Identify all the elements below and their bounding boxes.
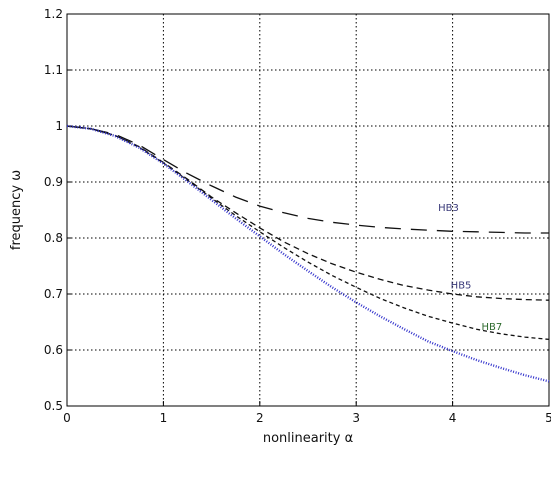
series-label-hb7: HB7 — [482, 322, 503, 333]
y-tick-label: 1.2 — [44, 7, 63, 21]
x-tick-label: 5 — [545, 411, 551, 425]
series-line-hb3 — [66, 125, 549, 234]
plot-frame — [66, 13, 550, 407]
x-tick-label: 4 — [449, 411, 457, 425]
series-labels: HB3 HB5 HB7 — [438, 203, 502, 333]
series-line-exact — [66, 124, 550, 383]
y-tick-label: 1.1 — [44, 63, 63, 77]
tick-marks — [66, 13, 550, 407]
series-lines — [66, 124, 550, 383]
y-tick-label: 0.5 — [44, 399, 63, 413]
y-tick-labels: 0.5 0.6 0.7 0.8 0.9 1 1.1 1.2 — [44, 7, 63, 413]
series-line-hb5 — [66, 125, 550, 301]
y-tick-label: 0.6 — [44, 343, 63, 357]
y-tick-label: 0.9 — [44, 175, 63, 189]
grid — [67, 14, 549, 406]
y-axis-label: frequency ω — [9, 170, 24, 250]
series-line-hb7 — [66, 125, 550, 341]
x-tick-label: 1 — [160, 411, 168, 425]
y-tick-label: 0.7 — [44, 287, 63, 301]
y-tick-label: 0.8 — [44, 231, 63, 245]
series-label-hb5: HB5 — [451, 280, 472, 291]
x-axis-label: nonlinearity α — [263, 431, 353, 446]
x-tick-label: 2 — [256, 411, 264, 425]
x-tick-label: 0 — [63, 411, 71, 425]
y-tick-label: 1 — [55, 119, 63, 133]
x-tick-labels: 0 1 2 3 4 5 — [63, 411, 551, 425]
x-tick-label: 3 — [352, 411, 360, 425]
series-label-hb3: HB3 — [438, 203, 459, 214]
